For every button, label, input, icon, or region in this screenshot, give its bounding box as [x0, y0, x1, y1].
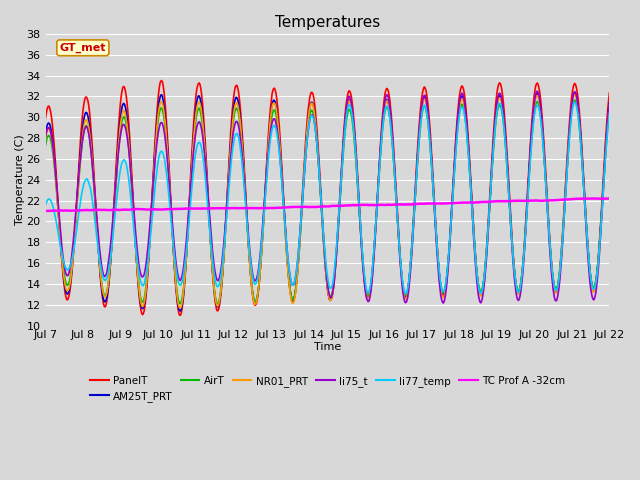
li75_t: [52, 172, 60, 178]
NR01_PRT: [110, 211, 118, 217]
AirT: [413, 164, 421, 170]
li75_t: [533, 88, 541, 94]
li77_temp: [52, 216, 60, 221]
TC Prof A -32cm: [52, 208, 60, 214]
AM25T_PRT: [52, 172, 60, 178]
TC Prof A -32cm: [197, 205, 205, 211]
NR01_PRT: [571, 92, 579, 97]
li77_temp: [402, 291, 410, 297]
PanelT: [198, 99, 206, 105]
PanelT: [52, 163, 60, 169]
Title: Temperatures: Temperatures: [275, 15, 380, 30]
NR01_PRT: [605, 103, 613, 109]
AM25T_PRT: [177, 308, 184, 314]
TC Prof A -32cm: [110, 207, 118, 213]
PanelT: [177, 312, 184, 318]
TC Prof A -32cm: [42, 208, 49, 214]
TC Prof A -32cm: [167, 206, 175, 212]
li75_t: [42, 134, 49, 140]
PanelT: [110, 205, 118, 211]
NR01_PRT: [42, 136, 49, 142]
X-axis label: Time: Time: [314, 342, 341, 352]
Text: GT_met: GT_met: [60, 43, 106, 53]
NR01_PRT: [177, 305, 184, 311]
li77_temp: [110, 225, 118, 231]
li75_t: [413, 172, 420, 178]
AM25T_PRT: [167, 206, 175, 212]
Y-axis label: Temperature (C): Temperature (C): [15, 134, 25, 225]
Line: TC Prof A -32cm: TC Prof A -32cm: [45, 198, 609, 211]
li77_temp: [42, 202, 49, 207]
li75_t: [439, 300, 447, 306]
NR01_PRT: [167, 207, 175, 213]
TC Prof A -32cm: [396, 202, 404, 207]
NR01_PRT: [52, 176, 60, 181]
AirT: [167, 208, 175, 214]
li75_t: [197, 122, 205, 128]
AirT: [571, 97, 579, 103]
li77_temp: [605, 110, 613, 116]
PanelT: [157, 78, 165, 84]
AM25T_PRT: [110, 211, 118, 217]
li75_t: [605, 100, 613, 106]
AirT: [110, 214, 118, 220]
AirT: [42, 143, 49, 148]
Legend: PanelT, AM25T_PRT, AirT, NR01_PRT, li75_t, li77_temp, TC Prof A -32cm: PanelT, AM25T_PRT, AirT, NR01_PRT, li75_…: [86, 372, 569, 406]
li77_temp: [396, 252, 404, 258]
PanelT: [42, 115, 49, 121]
Line: PanelT: PanelT: [45, 81, 609, 315]
AM25T_PRT: [413, 159, 421, 165]
NR01_PRT: [413, 160, 421, 166]
NR01_PRT: [397, 265, 404, 271]
li77_temp: [413, 162, 421, 168]
AM25T_PRT: [571, 90, 579, 96]
Line: li77_temp: li77_temp: [45, 102, 609, 294]
li75_t: [396, 256, 404, 262]
li75_t: [167, 203, 175, 209]
Line: AirT: AirT: [45, 100, 609, 303]
TC Prof A -32cm: [413, 201, 420, 207]
AM25T_PRT: [198, 104, 205, 109]
li77_temp: [571, 99, 579, 105]
AirT: [198, 115, 205, 121]
PanelT: [397, 272, 405, 277]
NR01_PRT: [198, 109, 205, 115]
PanelT: [605, 90, 613, 96]
PanelT: [414, 138, 422, 144]
AirT: [605, 108, 613, 114]
AirT: [397, 263, 404, 268]
li77_temp: [167, 216, 175, 222]
Line: NR01_PRT: NR01_PRT: [45, 95, 609, 308]
AirT: [177, 300, 184, 306]
PanelT: [168, 216, 175, 222]
AirT: [52, 177, 60, 183]
Line: AM25T_PRT: AM25T_PRT: [45, 93, 609, 311]
Line: li75_t: li75_t: [45, 91, 609, 303]
AM25T_PRT: [42, 131, 49, 136]
li75_t: [110, 205, 118, 211]
li77_temp: [197, 142, 205, 148]
AM25T_PRT: [397, 263, 404, 268]
AM25T_PRT: [605, 100, 613, 106]
TC Prof A -32cm: [605, 195, 613, 201]
